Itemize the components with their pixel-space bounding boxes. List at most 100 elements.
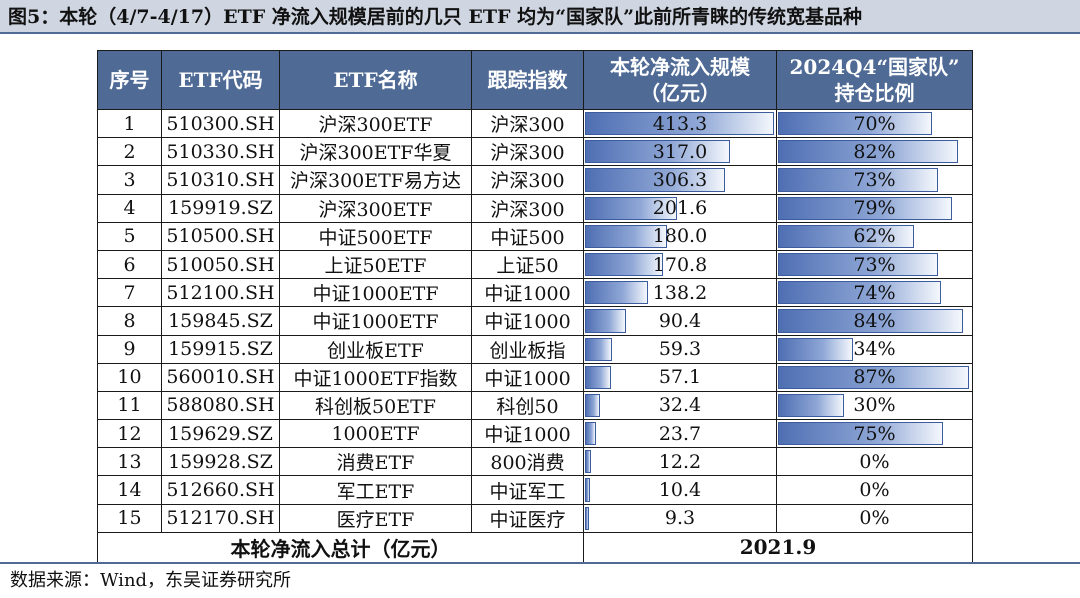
cell-code: 510050.SH (161, 249, 280, 280)
cell-flow-value: 317.0 (652, 140, 708, 163)
header-flow: 本轮净流入规模 （亿元） (583, 50, 777, 110)
cell-index: 创业板指 (471, 334, 584, 364)
cell-hold-value: 75% (853, 422, 896, 445)
hold-bar (778, 224, 915, 248)
cell-hold-value: 0% (859, 507, 890, 530)
cell-index: 科创50 (471, 390, 584, 421)
cell-idx: 9 (97, 334, 162, 364)
cell-flow-value: 57.1 (658, 366, 702, 389)
header-idx: 序号 (97, 50, 162, 110)
cell-idx: 15 (97, 503, 162, 533)
cell-code: 510300.SH (161, 108, 280, 139)
table-row: 4 159919.SZ 沪深300ETF 沪深300 201.6 79% (97, 193, 973, 223)
cell-flow-value: 23.7 (658, 422, 702, 445)
cell-hold-value: 74% (853, 281, 896, 304)
header-code: ETF代码 (161, 50, 280, 110)
cell-hold: 75% (776, 419, 973, 449)
hold-bar (778, 422, 943, 446)
flow-bar (585, 337, 613, 361)
cell-hold: 82% (776, 137, 973, 167)
cell-name: 医疗ETF (279, 503, 472, 533)
cell-name: 上证50ETF (279, 249, 472, 280)
header-hold-line1: 2024Q4“国家队” (789, 55, 960, 79)
table-row: 1 510300.SH 沪深300ETF 沪深300 413.3 70% (97, 108, 973, 139)
cell-hold: 73% (776, 165, 973, 195)
cell-flow-value: 201.6 (652, 197, 708, 220)
cell-flow-value: 90.4 (658, 309, 702, 332)
table-row: 11 588080.SH 科创板50ETF 科创50 32.4 30% (97, 390, 973, 421)
flow-bar (585, 478, 590, 502)
cell-code: 510330.SH (161, 137, 280, 167)
cell-name: 中证1000ETF (279, 278, 472, 308)
table-row: 8 159845.SZ 中证1000ETF 中证1000 90.4 84% (97, 306, 973, 336)
cell-hold-value: 34% (853, 338, 896, 361)
cell-name: 沪深300ETF易方达 (279, 165, 472, 195)
etf-table: 序号 ETF代码 ETF名称 跟踪指数 本轮净流入规模 （亿元） 2024Q4“… (97, 50, 973, 563)
cell-hold-value: 87% (853, 366, 896, 389)
figure-title: 图5：本轮（4/7-4/17）ETF 净流入规模居前的几只 ETF 均为“国家队… (0, 0, 1080, 34)
cell-code: 159845.SZ (161, 306, 280, 336)
flow-bar (585, 450, 591, 474)
cell-name: 消费ETF (279, 447, 472, 477)
cell-flow: 170.8 (583, 249, 777, 280)
hold-bar (778, 112, 932, 136)
cell-hold: 79% (776, 193, 973, 223)
cell-flow: 57.1 (583, 362, 777, 392)
hold-bar (778, 252, 939, 277)
table-row: 10 560010.SH 中证1000ETF指数 中证1000 57.1 87% (97, 362, 973, 392)
cell-code: 159915.SZ (161, 334, 280, 364)
flow-bar (585, 365, 612, 389)
cell-hold: 73% (776, 249, 973, 280)
cell-flow: 180.0 (583, 221, 777, 251)
hold-bar (778, 281, 941, 305)
table-row: 2 510330.SH 沪深300ETF华夏 沪深300 317.0 82% (97, 137, 973, 167)
total-row: 本轮净流入总计（亿元） 2021.9 (97, 531, 973, 563)
cell-hold: 70% (776, 108, 973, 139)
cell-flow-value: 12.2 (658, 450, 702, 473)
table-row: 12 159629.SZ 1000ETF 中证1000 23.7 75% (97, 419, 973, 449)
cell-hold: 0% (776, 475, 973, 505)
cell-idx: 11 (97, 390, 162, 421)
cell-index: 中证军工 (471, 475, 584, 505)
cell-flow: 12.2 (583, 447, 777, 477)
cell-hold: 0% (776, 447, 973, 477)
cell-flow-value: 59.3 (658, 338, 702, 361)
cell-idx: 2 (97, 137, 162, 167)
cell-flow-value: 413.3 (652, 112, 708, 135)
flow-bar (585, 224, 668, 248)
cell-flow: 413.3 (583, 108, 777, 139)
cell-index: 沪深300 (471, 165, 584, 195)
total-label: 本轮净流入总计（亿元） (97, 531, 584, 563)
hold-bar (778, 393, 844, 418)
cell-index: 中证医疗 (471, 503, 584, 533)
table-row: 5 510500.SH 中证500ETF 中证500 180.0 62% (97, 221, 973, 251)
flow-bar (585, 196, 678, 220)
table-header-row: 序号 ETF代码 ETF名称 跟踪指数 本轮净流入规模 （亿元） 2024Q4“… (97, 50, 973, 110)
cell-idx: 8 (97, 306, 162, 336)
cell-hold: 0% (776, 503, 973, 533)
table-row: 7 512100.SH 中证1000ETF 中证1000 138.2 74% (97, 278, 973, 308)
cell-name: 军工ETF (279, 475, 472, 505)
hold-bar (778, 140, 959, 164)
cell-hold-value: 79% (853, 197, 896, 220)
cell-index: 中证1000 (471, 362, 584, 392)
cell-idx: 7 (97, 278, 162, 308)
cell-flow-value: 138.2 (652, 281, 708, 304)
flow-bar (585, 168, 726, 192)
cell-name: 中证500ETF (279, 221, 472, 251)
cell-index: 沪深300 (471, 137, 584, 167)
hold-bar (778, 309, 963, 333)
hold-bar (778, 196, 952, 220)
cell-index: 沪深300 (471, 193, 584, 223)
flow-bar (585, 140, 731, 164)
cell-hold-value: 84% (853, 309, 896, 332)
hold-bar (778, 168, 939, 192)
header-name: ETF名称 (279, 50, 472, 110)
cell-flow-value: 10.4 (658, 479, 702, 502)
flow-bar (585, 393, 600, 418)
cell-name: 沪深300ETF (279, 193, 472, 223)
table-row: 3 510310.SH 沪深300ETF易方达 沪深300 306.3 73% (97, 165, 973, 195)
cell-idx: 4 (97, 193, 162, 223)
cell-hold-value: 73% (853, 168, 896, 191)
cell-name: 1000ETF (279, 419, 472, 449)
